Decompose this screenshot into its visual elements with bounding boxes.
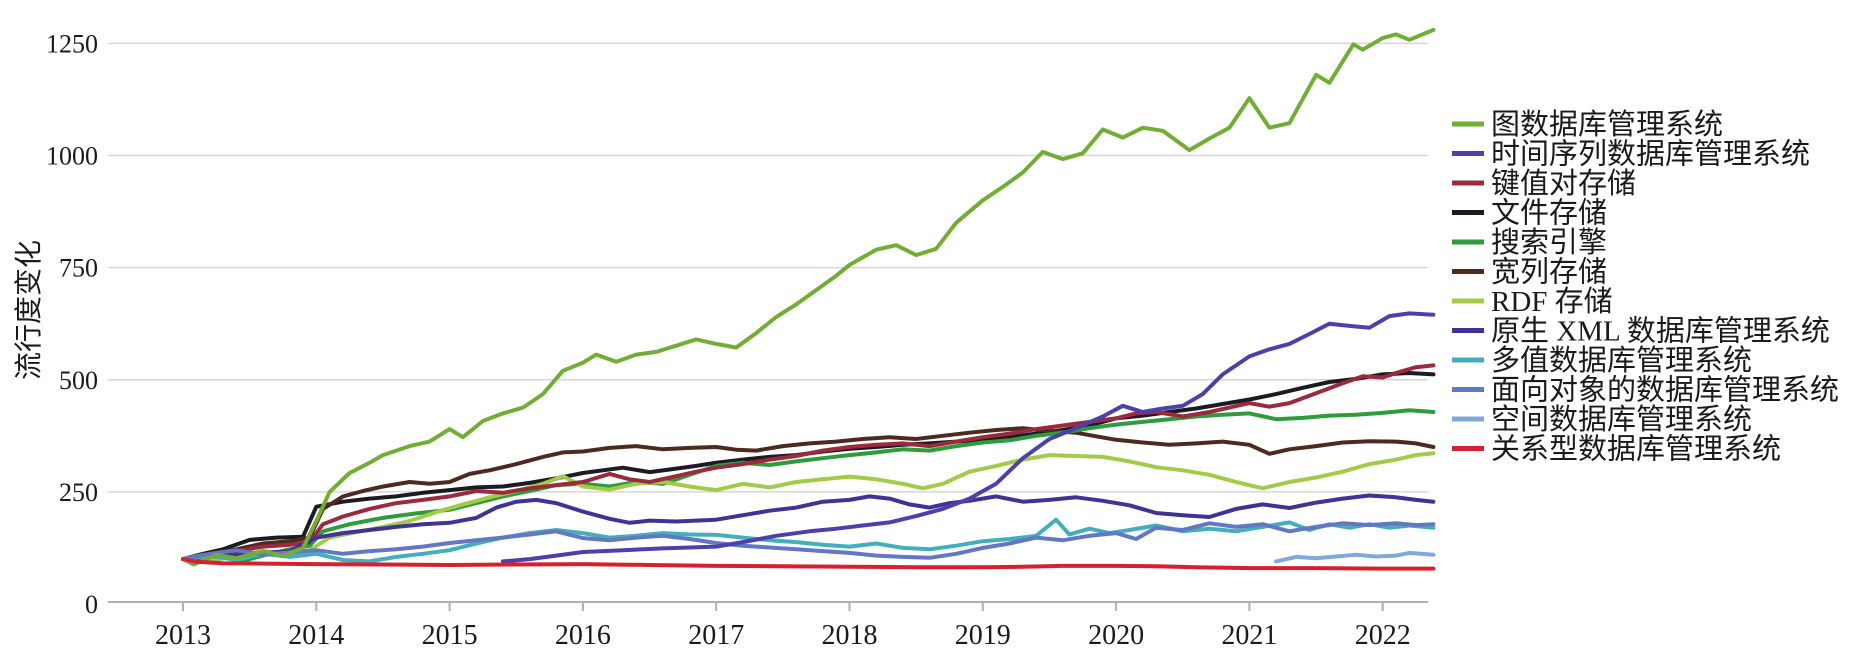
y-tick-label-750: 750 (59, 254, 98, 283)
legend-label-relational: 关系型数据库管理系统 (1491, 433, 1781, 466)
x-tick-label-2020: 2020 (1088, 620, 1144, 651)
legend-item-spatial: 空间数据库管理系统 (1452, 403, 1752, 436)
y-tick-label-500: 500 (59, 366, 98, 395)
legend: 图数据库管理系统时间序列数据库管理系统键值对存储文件存储搜索引擎宽列存储RDF … (1452, 108, 1839, 466)
x-tick-label-2013: 2013 (155, 620, 211, 651)
y-axis-title: 流行度变化 (13, 240, 45, 380)
y-tick-label-0: 0 (85, 590, 98, 619)
x-tick-label-2021: 2021 (1221, 620, 1277, 651)
legend-item-keyvalue: 键值对存储 (1452, 167, 1636, 200)
legend-label-keyvalue: 键值对存储 (1491, 167, 1636, 200)
series-line-keyvalue (181, 363, 1436, 562)
gridlines (108, 42, 1428, 493)
y-tick-label-1250: 1250 (46, 29, 98, 58)
series-line-spatial (1274, 550, 1436, 564)
legend-label-search: 搜索引擎 (1491, 226, 1607, 259)
legend-label-spatial: 空间数据库管理系统 (1491, 403, 1752, 436)
legend-item-objectoriented: 面向对象的数据库管理系统 (1452, 374, 1839, 407)
legend-label-document: 文件存储 (1491, 197, 1607, 230)
x-tick-label-2017: 2017 (688, 620, 744, 651)
legend-item-relational: 关系型数据库管理系统 (1452, 433, 1781, 466)
legend-label-rdf: RDF 存储 (1491, 285, 1613, 318)
legend-item-document: 文件存储 (1452, 197, 1607, 230)
legend-item-search: 搜索引擎 (1452, 226, 1607, 259)
series-line-timeseries (500, 311, 1436, 564)
legend-label-multivalue: 多值数据库管理系统 (1491, 344, 1752, 377)
legend-item-rdf: RDF 存储 (1452, 285, 1613, 318)
legend-label-widecolumn: 宽列存储 (1491, 256, 1607, 289)
legend-label-graph: 图数据库管理系统 (1491, 108, 1723, 141)
y-tick-label-250: 250 (59, 478, 98, 507)
legend-item-multivalue: 多值数据库管理系统 (1452, 344, 1752, 377)
series-lines (181, 27, 1436, 571)
y-axis: 0 250 500 750 1000 1250 (46, 29, 98, 619)
legend-label-objectoriented: 面向对象的数据库管理系统 (1491, 374, 1839, 407)
series-line-xml (181, 493, 1436, 562)
x-tick-label-2016: 2016 (555, 620, 611, 651)
series-line-widecolumn (181, 426, 1436, 562)
legend-item-timeseries: 时间序列数据库管理系统 (1452, 138, 1810, 171)
y-tick-label-1000: 1000 (46, 142, 98, 171)
series-line-search (181, 408, 1436, 563)
legend-item-graph: 图数据库管理系统 (1452, 108, 1723, 141)
series-line-multivalue (181, 517, 1436, 564)
x-axis: 2013 2014 2015 2016 2017 2018 2019 2020 2021 2022 (108, 601, 1428, 651)
x-tick-label-2018: 2018 (822, 620, 878, 651)
x-tick-label-2019: 2019 (955, 620, 1011, 651)
x-tick-label-2022: 2022 (1355, 620, 1411, 651)
legend-item-xml: 原生 XML 数据库管理系统 (1452, 315, 1830, 348)
x-tick-label-2015: 2015 (422, 620, 478, 651)
legend-label-timeseries: 时间序列数据库管理系统 (1491, 138, 1810, 171)
legend-item-widecolumn: 宽列存储 (1452, 256, 1607, 289)
series-line-relational (181, 557, 1436, 571)
series-line-graph (181, 27, 1436, 567)
legend-label-xml: 原生 XML 数据库管理系统 (1491, 315, 1830, 348)
x-tick-label-2014: 2014 (288, 620, 344, 651)
series-line-objectoriented (181, 521, 1436, 562)
